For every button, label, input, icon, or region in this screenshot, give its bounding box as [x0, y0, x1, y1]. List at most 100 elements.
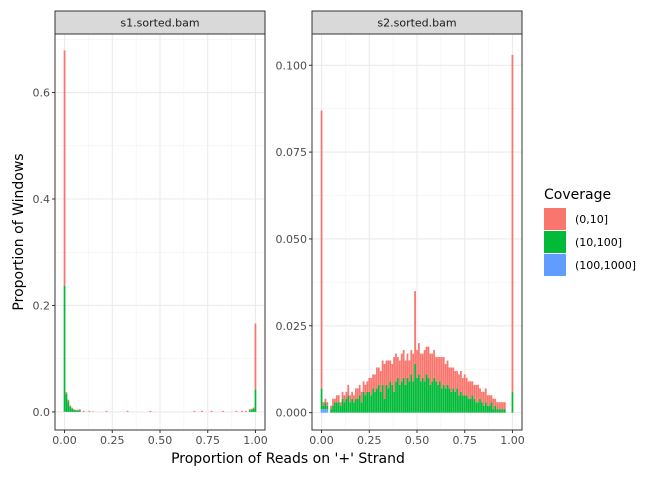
- bar-segment: [429, 353, 432, 385]
- bar-segment: [442, 384, 445, 413]
- bar-segment: [423, 381, 426, 413]
- bar-segment: [477, 384, 479, 403]
- bar-segment: [473, 398, 476, 413]
- bar-segment: [498, 409, 500, 413]
- y-tick-label: 0.2: [33, 299, 51, 312]
- y-tick-label: 0.6: [33, 87, 51, 100]
- y-tick-label: 0.050: [276, 233, 308, 246]
- bar-segment: [500, 409, 502, 413]
- bar-segment: [82, 410, 85, 412]
- bar-segment: [490, 402, 493, 413]
- bar-segment: [349, 395, 352, 403]
- bar-segment: [496, 402, 499, 410]
- x-tick-label: 0.00: [52, 434, 77, 447]
- bar-segment: [481, 402, 483, 413]
- bar-segment: [456, 388, 458, 413]
- facet-panel-1: s1.sorted.bam 0.00 0.25 0.50 0.75 1.00 0.0 0.2 0…: [33, 10, 268, 447]
- bar-segment: [149, 410, 152, 412]
- bar-segment: [460, 391, 462, 413]
- bar-segment: [389, 360, 392, 382]
- bar-segment: [404, 360, 407, 385]
- bar-segment: [201, 410, 203, 412]
- bar-segment: [421, 353, 424, 378]
- bar-segment: [439, 357, 441, 382]
- legend-title: Coverage: [544, 187, 611, 203]
- legend-label: (100,1000]: [575, 259, 636, 272]
- bar-segment: [431, 353, 434, 382]
- bar-segment: [414, 364, 416, 413]
- bar-segment: [222, 410, 224, 412]
- bar-segment: [437, 384, 439, 413]
- bar-segment: [406, 353, 409, 378]
- bar-segment: [484, 388, 487, 403]
- bar-segment: [358, 384, 361, 396]
- bar-segment: [469, 381, 472, 399]
- bar-segment: [385, 360, 388, 385]
- bar-segment: [385, 384, 388, 413]
- bar-segment: [356, 388, 359, 399]
- bar-segment: [248, 409, 251, 411]
- bar-segment: [482, 391, 485, 406]
- bar-segment: [362, 391, 365, 413]
- bar-segment: [364, 384, 367, 396]
- bar-segment: [105, 410, 108, 412]
- bar-segment: [372, 388, 374, 413]
- legend-key: [544, 231, 566, 253]
- bar-segment: [345, 391, 348, 399]
- y-tick-label: 0.075: [276, 146, 308, 159]
- bar-segment: [77, 410, 79, 412]
- bar-segment: [324, 398, 327, 403]
- bar-segment: [452, 367, 455, 389]
- bar-segment: [435, 381, 437, 413]
- bar-segment: [330, 405, 332, 410]
- bar-segment: [479, 398, 481, 413]
- bar-segment: [402, 377, 405, 413]
- bar-segment: [326, 409, 329, 413]
- bar-segment: [67, 399, 70, 402]
- bar-segment: [475, 384, 478, 403]
- y-tick-label: 0.000: [276, 407, 308, 420]
- bar-segment: [410, 350, 413, 375]
- x-tick-label: 1.00: [500, 434, 525, 447]
- y-axis-title: Proportion of Windows: [11, 153, 27, 310]
- bar-segment: [351, 391, 353, 399]
- bar-segment: [498, 402, 500, 410]
- bar-segment: [377, 384, 380, 413]
- bar-segment: [461, 395, 464, 413]
- bar-segment: [193, 410, 196, 412]
- bar-segment: [377, 367, 380, 385]
- bar-segment: [320, 409, 323, 413]
- bar-segment: [356, 398, 359, 413]
- x-axis-title: Proportion of Reads on '+' Strand: [171, 451, 405, 467]
- bar-segment: [448, 367, 451, 389]
- bar-segment: [370, 395, 373, 413]
- bar-segment: [335, 402, 338, 413]
- bar-segment: [404, 384, 407, 413]
- bar-segment: [376, 388, 378, 413]
- bar-segment: [69, 406, 72, 412]
- legend-key: [544, 208, 566, 230]
- bar-segment: [423, 350, 426, 382]
- bar-segment: [484, 402, 487, 413]
- bar-segment: [370, 377, 373, 396]
- bar-segment: [353, 402, 355, 413]
- bar-segment: [393, 357, 395, 392]
- bar-segment: [397, 357, 399, 378]
- bar-segment: [414, 291, 416, 364]
- bar-segment: [362, 381, 365, 392]
- y-tick-label: 0.4: [33, 193, 51, 206]
- bar-segment: [351, 398, 353, 413]
- bar-segment: [418, 343, 420, 375]
- bar-segment: [486, 405, 489, 413]
- bar-segment: [488, 405, 491, 413]
- bar-segment: [343, 395, 346, 403]
- bar-segment: [460, 370, 462, 392]
- bar-segment: [322, 405, 325, 410]
- bar-segment: [446, 384, 449, 413]
- bar-segment: [496, 409, 499, 413]
- bar-segment: [210, 410, 213, 412]
- bar-segment: [347, 384, 350, 396]
- bar-segment: [71, 408, 74, 412]
- bar-segment: [431, 381, 434, 413]
- bar-segment: [349, 402, 352, 413]
